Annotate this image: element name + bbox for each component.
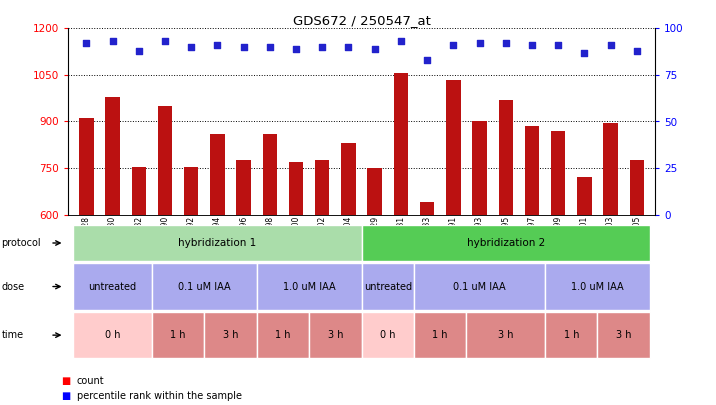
Text: 1 h: 1 h	[170, 330, 186, 340]
Text: percentile rank within the sample: percentile rank within the sample	[77, 391, 241, 401]
Bar	[604, 123, 618, 215]
Bar	[342, 143, 356, 215]
Bar	[551, 131, 566, 215]
Text: untreated: untreated	[364, 281, 412, 292]
Point	[553, 42, 564, 48]
Point	[579, 49, 590, 56]
Text: hybridization 1: hybridization 1	[178, 238, 256, 248]
Bar	[367, 168, 382, 215]
Point	[500, 40, 511, 47]
Bar	[498, 100, 513, 215]
Text: 1 h: 1 h	[432, 330, 448, 340]
Point	[238, 44, 249, 50]
Text: 0.1 uM IAA: 0.1 uM IAA	[178, 281, 231, 292]
Point	[81, 40, 92, 47]
Point	[343, 44, 354, 50]
Bar	[629, 160, 644, 215]
Text: ■: ■	[61, 391, 70, 401]
Bar	[105, 97, 120, 215]
Text: 3 h: 3 h	[328, 330, 343, 340]
Text: 1.0 uM IAA: 1.0 uM IAA	[571, 281, 624, 292]
Point	[212, 42, 223, 48]
Text: count: count	[77, 376, 105, 386]
Text: 0 h: 0 h	[380, 330, 395, 340]
Text: 3 h: 3 h	[223, 330, 238, 340]
Bar	[132, 166, 146, 215]
Point	[422, 57, 433, 63]
Bar	[79, 118, 94, 215]
Bar	[236, 160, 251, 215]
Bar	[315, 160, 329, 215]
Point	[185, 44, 197, 50]
Text: dose: dose	[1, 281, 24, 292]
Point	[316, 44, 328, 50]
Text: 1 h: 1 h	[275, 330, 291, 340]
Point	[631, 47, 642, 54]
Bar	[473, 122, 487, 215]
Point	[290, 46, 301, 52]
Text: ■: ■	[61, 376, 70, 386]
Text: 3 h: 3 h	[616, 330, 632, 340]
Point	[107, 38, 118, 45]
Point	[395, 38, 407, 45]
Bar	[394, 73, 408, 215]
Bar	[446, 79, 460, 215]
Point	[369, 46, 380, 52]
Text: 1.0 uM IAA: 1.0 uM IAA	[283, 281, 336, 292]
Text: 3 h: 3 h	[498, 330, 513, 340]
Point	[264, 44, 276, 50]
Bar	[211, 134, 225, 215]
Text: time: time	[1, 330, 24, 340]
Bar	[158, 106, 173, 215]
Bar	[577, 177, 591, 215]
Bar	[525, 126, 539, 215]
Bar	[184, 166, 198, 215]
Point	[159, 38, 170, 45]
Point	[605, 42, 616, 48]
Point	[526, 42, 538, 48]
Bar	[420, 202, 435, 215]
Text: untreated: untreated	[89, 281, 137, 292]
Point	[133, 47, 145, 54]
Text: hybridization 2: hybridization 2	[467, 238, 545, 248]
Point	[448, 42, 459, 48]
Point	[474, 40, 485, 47]
Text: 0.1 uM IAA: 0.1 uM IAA	[453, 281, 505, 292]
Text: GDS672 / 250547_at: GDS672 / 250547_at	[293, 14, 430, 27]
Bar	[263, 134, 277, 215]
Text: 0 h: 0 h	[105, 330, 120, 340]
Bar	[289, 162, 304, 215]
Text: protocol: protocol	[1, 238, 41, 248]
Text: 1 h: 1 h	[563, 330, 579, 340]
